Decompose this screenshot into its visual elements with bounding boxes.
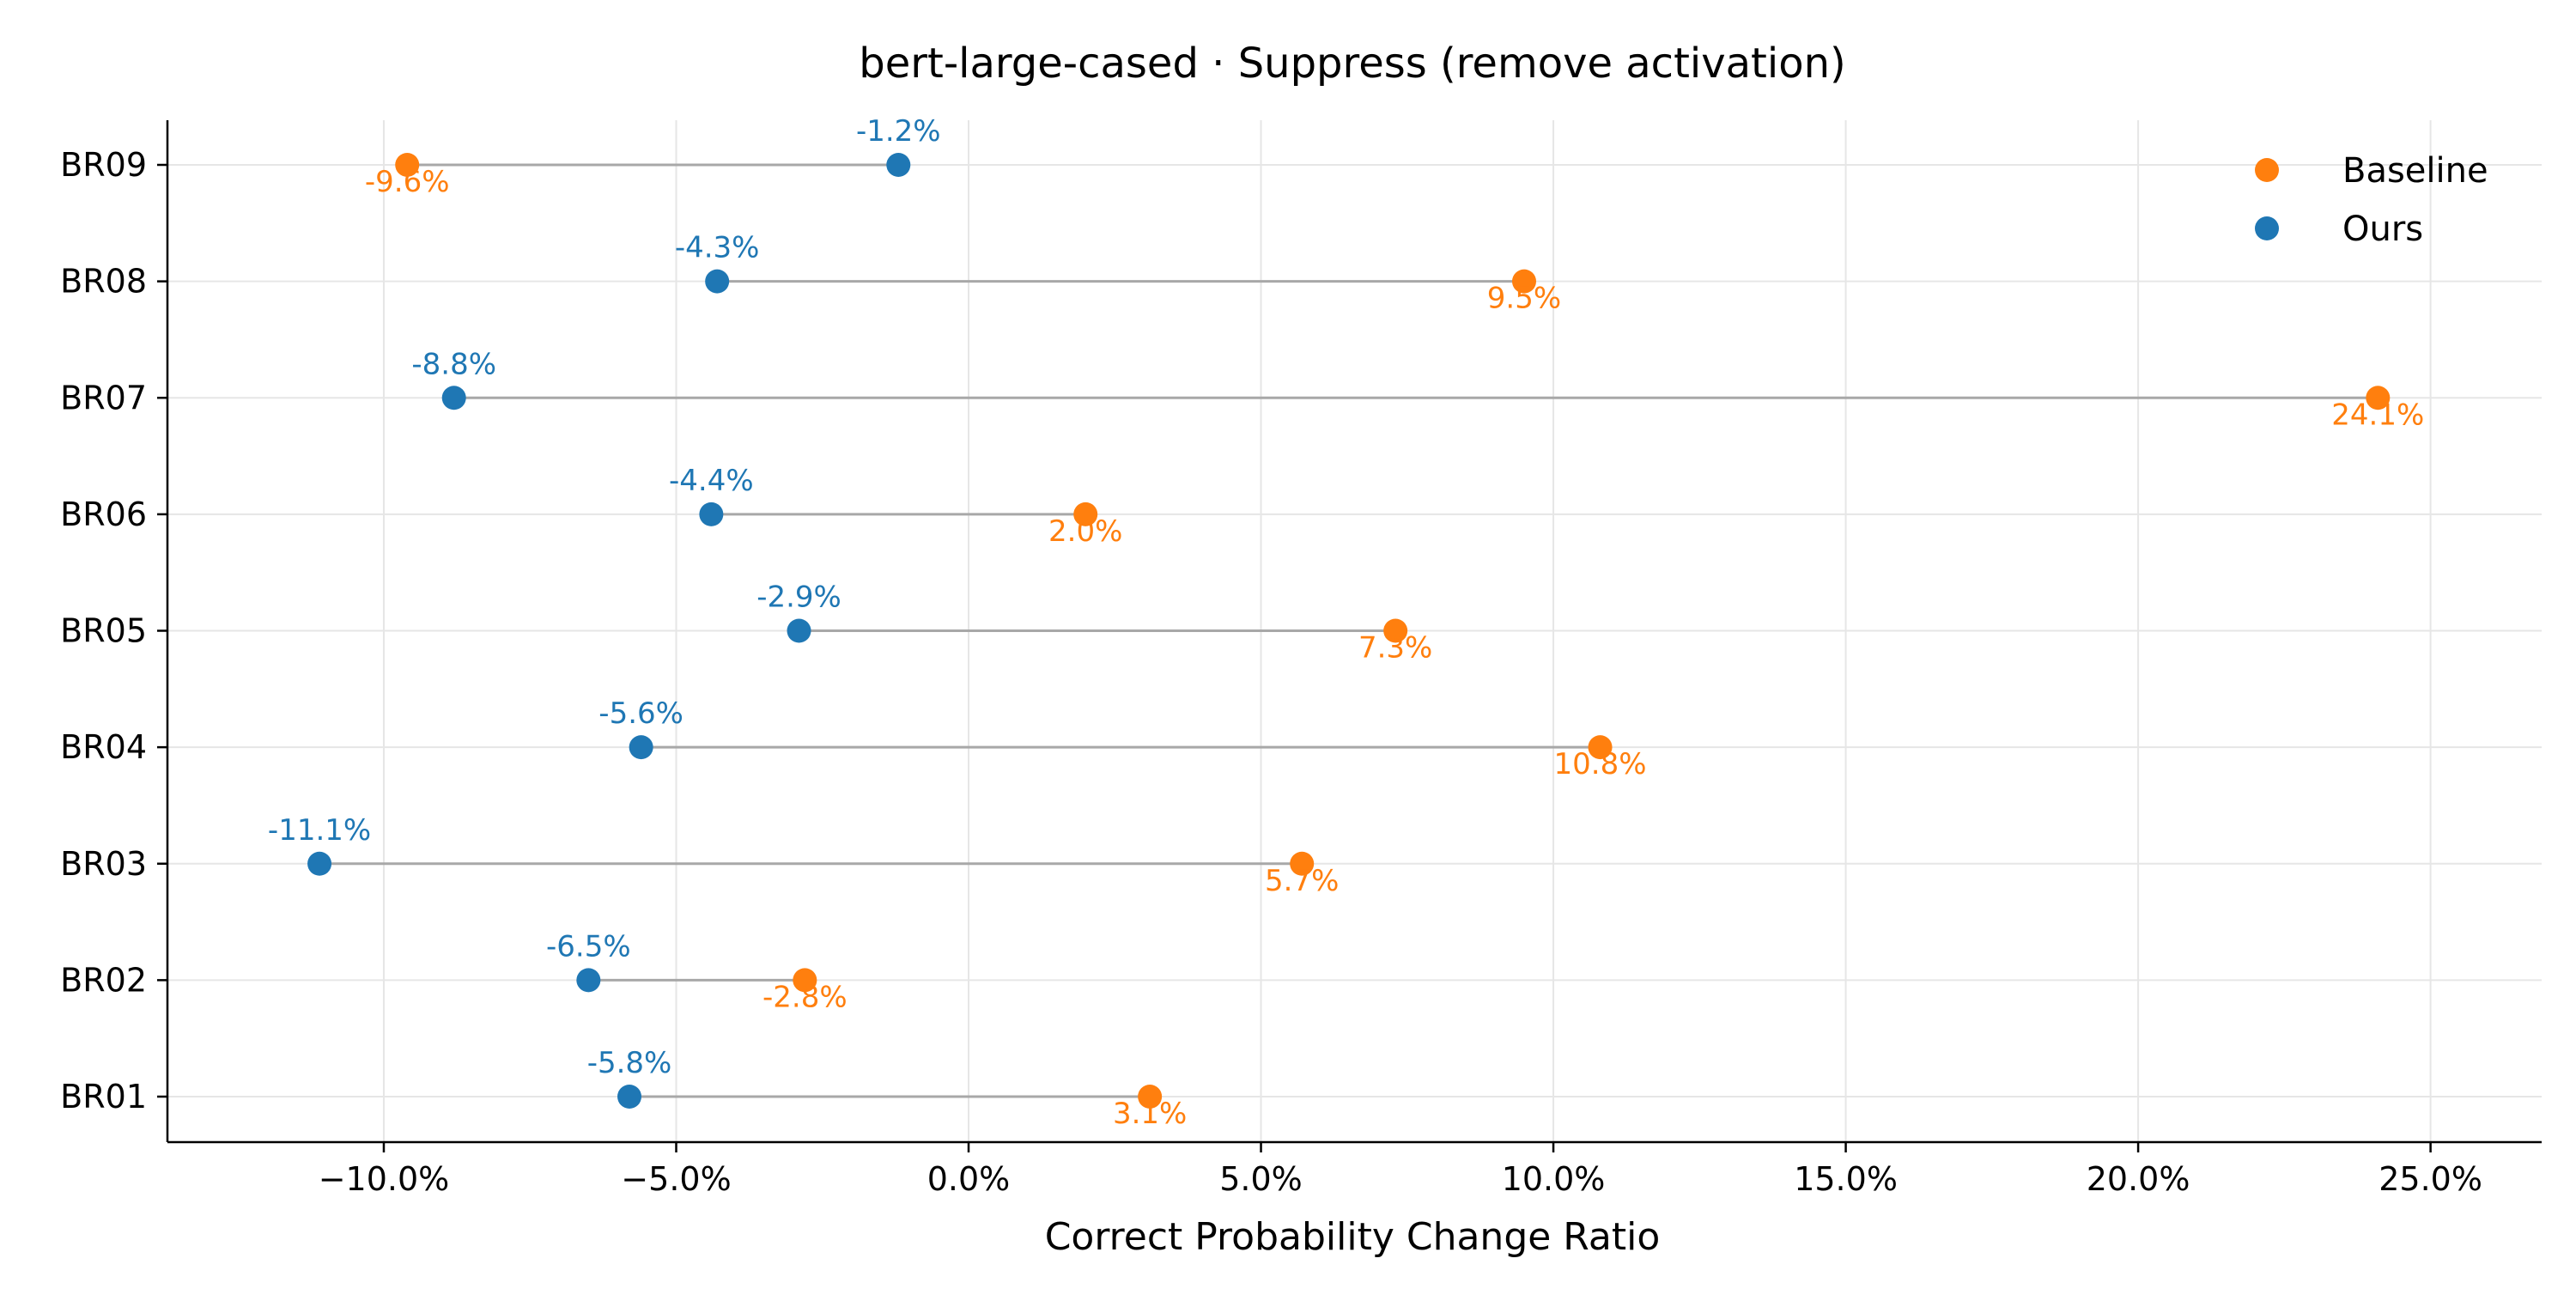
ours-point: [787, 618, 811, 643]
baseline-value-label: -2.8%: [762, 980, 848, 1014]
x-tick-label: 0.0%: [927, 1160, 1011, 1198]
legend-label-baseline: Baseline: [2342, 151, 2488, 191]
ours-point: [705, 269, 730, 294]
baseline-value-label: 7.3%: [1358, 631, 1432, 666]
ours-point: [629, 735, 653, 760]
legend-marker-ours: [2255, 216, 2279, 240]
ours-point: [307, 851, 332, 876]
legend: Baseline Ours: [2255, 151, 2488, 249]
y-tick-label: BR04: [60, 728, 147, 766]
ours-value-label: -2.9%: [756, 581, 841, 615]
ours-value-label: -11.1%: [268, 813, 371, 848]
baseline-point: [1138, 1085, 1163, 1109]
ours-value-label: -5.8%: [587, 1046, 672, 1080]
ours-value-label: -8.8%: [411, 347, 496, 381]
baseline-value-label: 24.1%: [2331, 398, 2424, 432]
y-tick-label: BR01: [60, 1078, 147, 1116]
baseline-value-label: -9.6%: [365, 165, 450, 199]
ours-point: [886, 153, 911, 177]
baseline-point: [1588, 735, 1613, 760]
ours-value-label: -4.3%: [675, 231, 760, 265]
baseline-value-label: 3.1%: [1113, 1097, 1187, 1131]
x-tick-label: 15.0%: [1794, 1160, 1898, 1198]
baseline-point: [793, 968, 817, 993]
legend-marker-baseline: [2255, 158, 2279, 182]
y-tick-label: BR02: [60, 961, 147, 999]
x-tick-label: 5.0%: [1219, 1160, 1303, 1198]
ours-point: [576, 968, 601, 993]
x-tick-label: 10.0%: [1502, 1160, 1606, 1198]
x-tick-label: −5.0%: [621, 1160, 731, 1198]
y-tick-label: BR09: [60, 146, 147, 184]
connectors: [319, 163, 2379, 1098]
ours-value-label: -6.5%: [546, 929, 631, 964]
ours-point: [441, 386, 466, 410]
baseline-point: [1512, 269, 1536, 294]
y-tick-label: BR05: [60, 612, 147, 650]
baseline-value-label: 9.5%: [1487, 282, 1561, 316]
ours-value-label: -1.2%: [856, 114, 941, 149]
baseline-point: [2366, 386, 2391, 410]
baseline-point: [395, 153, 420, 177]
x-tick-label: 25.0%: [2379, 1160, 2482, 1198]
baseline-point: [1383, 618, 1408, 643]
y-tick-label: BR06: [60, 495, 147, 533]
x-tick-label: −10.0%: [319, 1160, 450, 1198]
axes: −10.0% −5.0% 0.0% 5.0% 10.0% 15.0% 20.0% 25.0% B…: [60, 120, 2542, 1198]
ours-value-label: -5.6%: [598, 696, 683, 731]
baseline-value-label: 2.0%: [1048, 514, 1122, 549]
legend-label-ours: Ours: [2342, 210, 2423, 249]
ours-point: [699, 502, 724, 526]
ours-value-label: -4.4%: [669, 464, 754, 498]
baseline-value-label: 10.8%: [1554, 747, 1647, 781]
baseline-point: [1073, 502, 1098, 526]
value-labels: 3.1% -5.8% -2.8% -6.5% 5.7% -11.1% 10.8% -5.6% 7…: [268, 114, 2424, 1131]
x-axis-label: Correct Probability Change Ratio: [1045, 1215, 1661, 1259]
data-points: [307, 153, 2391, 1109]
x-tick-label: 20.0%: [2087, 1160, 2190, 1198]
y-tick-label: BR07: [60, 379, 147, 416]
baseline-point: [1290, 851, 1315, 876]
y-tick-label: BR08: [60, 263, 147, 301]
chart-title: bert-large-cased · Suppress (remove acti…: [859, 40, 1845, 88]
y-tick-label: BR03: [60, 845, 147, 883]
ours-point: [617, 1085, 642, 1109]
baseline-value-label: 5.7%: [1265, 864, 1339, 898]
